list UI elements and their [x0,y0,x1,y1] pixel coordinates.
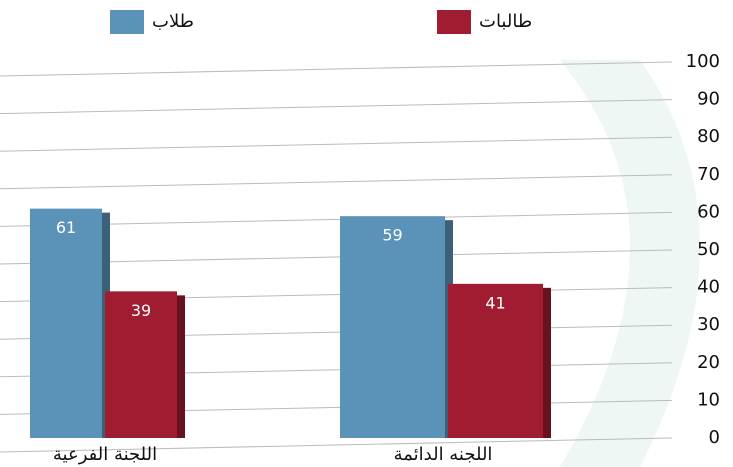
grid-line [0,99,673,115]
bar [448,283,543,438]
y-tick-label: 90 [697,89,720,110]
background-swoosh [560,60,700,467]
y-tick-label: 0 [709,427,720,448]
value-label: 59 [382,226,402,245]
grid-line [0,211,673,227]
y-tick-label: 100 [686,51,720,72]
grid-line [0,136,673,152]
grid-line [0,61,673,77]
legend-swatch [110,10,144,34]
y-tick-label: 10 [697,389,720,410]
legend-swatch [437,10,471,34]
bar [30,208,102,438]
y-tick-label: 20 [697,352,720,373]
grid-line [0,174,673,190]
y-tick-label: 40 [697,277,720,298]
value-label: 61 [56,218,76,237]
x-tick-label: اللجنة الفرعية [53,444,157,465]
bar [340,216,445,438]
value-label: 41 [485,293,505,312]
bar [105,291,177,438]
y-tick-label: 30 [697,314,720,335]
x-tick-label: اللجنه الدائمة [394,444,493,465]
bar-side [177,295,185,438]
bar-side [543,287,551,438]
y-tick-label: 80 [697,126,720,147]
legend-label: طلاب [152,11,194,32]
legend-label: طالبات [479,11,532,32]
value-label: 39 [131,301,151,320]
y-tick-label: 50 [697,239,720,260]
grid-line [0,437,673,453]
y-tick-label: 60 [697,201,720,222]
grid-line [0,249,673,265]
y-tick-label: 70 [697,164,720,185]
